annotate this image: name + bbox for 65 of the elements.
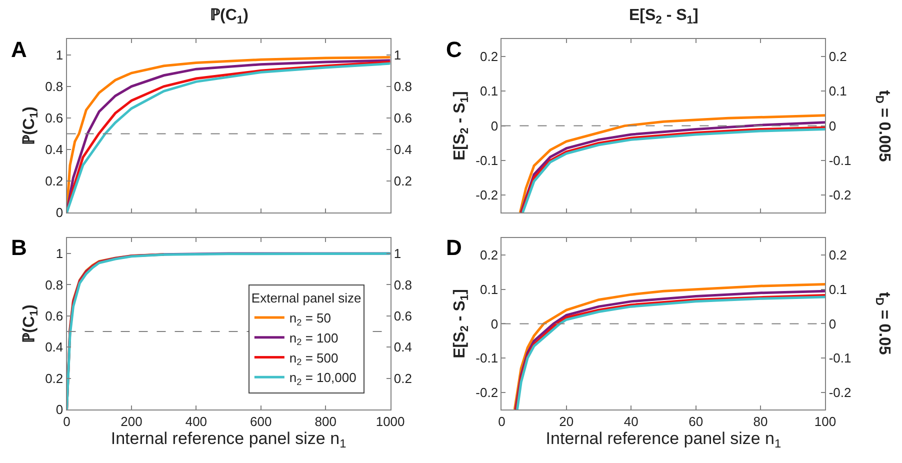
y-tick-label: 0.8 — [45, 78, 64, 94]
y-tick-label: 0.6 — [45, 110, 64, 126]
y-tick-label: 0.2 — [45, 370, 64, 386]
y-tick-label: -0.1 — [476, 350, 498, 366]
y2-tick-label: 0.8 — [394, 277, 412, 292]
y-tick-label: 1 — [56, 246, 64, 262]
y-tick-label: 0.1 — [480, 84, 498, 99]
x-tick-label: 600 — [250, 414, 272, 430]
x-tick-label: 60 — [688, 414, 704, 430]
x-tick-label: 200 — [120, 414, 142, 430]
y-tick-label: 0 — [56, 402, 64, 418]
y2-tick-label: 0.2 — [828, 49, 847, 64]
legend-label: n$_{2}$ = 10,000 — [289, 370, 356, 387]
y2-tick-label: 0.6 — [394, 110, 412, 126]
x-tick-label: 80 — [753, 414, 768, 430]
y-tick-label: 0.2 — [480, 49, 498, 64]
y-tick-label: 0.6 — [45, 308, 64, 324]
y2-tick-label: 0.2 — [828, 248, 847, 263]
x-axis-title: Internal reference panel size n$_{1}$ — [110, 429, 347, 451]
y2-tick-label: 0.4 — [394, 142, 412, 157]
y2-tick-label: -0.1 — [828, 153, 852, 168]
y-tick-label: 0.4 — [45, 340, 64, 355]
y2-tick-label: 0 — [828, 118, 836, 134]
x-tick-label: 20 — [559, 414, 574, 430]
text: A — [11, 37, 27, 62]
y2-tick-label: 1 — [394, 47, 402, 62]
y2-tick-label: 0.2 — [394, 174, 412, 189]
y-tick-label: -0.2 — [476, 188, 498, 203]
y2-tick-label: 0.1 — [828, 282, 847, 297]
y2-tick-label: -0.1 — [828, 350, 852, 366]
y-tick-label: 0 — [56, 205, 64, 220]
y-tick-label: -0.1 — [476, 153, 498, 168]
y2-tick-label: -0.2 — [828, 188, 852, 203]
y2-tick-label: 1 — [394, 246, 402, 262]
x-tick-label: 800 — [314, 414, 336, 430]
y-tick-label: 0 — [490, 316, 498, 332]
legend-label: n$_{2}$ = 50 — [289, 310, 332, 328]
y2-tick-label: 0.8 — [394, 78, 412, 94]
y2-tick-label: 0.2 — [394, 370, 412, 386]
y-tick-label: 0.8 — [45, 277, 64, 292]
y-tick-label: 0.2 — [480, 248, 498, 263]
y-tick-label: -0.2 — [476, 384, 498, 400]
text: C — [446, 37, 462, 62]
x-tick-label: 400 — [185, 414, 208, 430]
legend-label: n$_{2}$ = 100 — [289, 330, 338, 348]
y2-tick-label: 0 — [828, 316, 836, 332]
y2-tick-label: 0.4 — [394, 340, 412, 355]
x-axis-title: Internal reference panel size n$_{1}$ — [546, 429, 782, 451]
y-tick-label: 0.1 — [480, 282, 498, 297]
y-tick-label: 1 — [56, 47, 64, 62]
text: D — [446, 235, 462, 260]
text: B — [11, 235, 27, 260]
y-tick-label: 0.4 — [45, 142, 64, 157]
x-tick-label: 100 — [814, 414, 836, 430]
y-tick-label: 0.2 — [45, 174, 64, 189]
y2-tick-label: 0.6 — [394, 308, 412, 324]
y2-tick-label: 0.1 — [828, 84, 847, 99]
x-tick-label: 1000 — [376, 414, 405, 430]
y2-tick-label: -0.2 — [828, 384, 852, 400]
legend-label: n$_{2}$ = 500 — [289, 350, 338, 368]
chart-title: E[S$_{2}$ - S$_{1}$] — [629, 7, 698, 26]
x-tick-label: 40 — [624, 414, 638, 430]
chart-title: ℙ(C$_{1}$) — [210, 7, 248, 26]
legend-title: External panel size — [251, 290, 362, 306]
y-tick-label: 0 — [490, 118, 498, 134]
